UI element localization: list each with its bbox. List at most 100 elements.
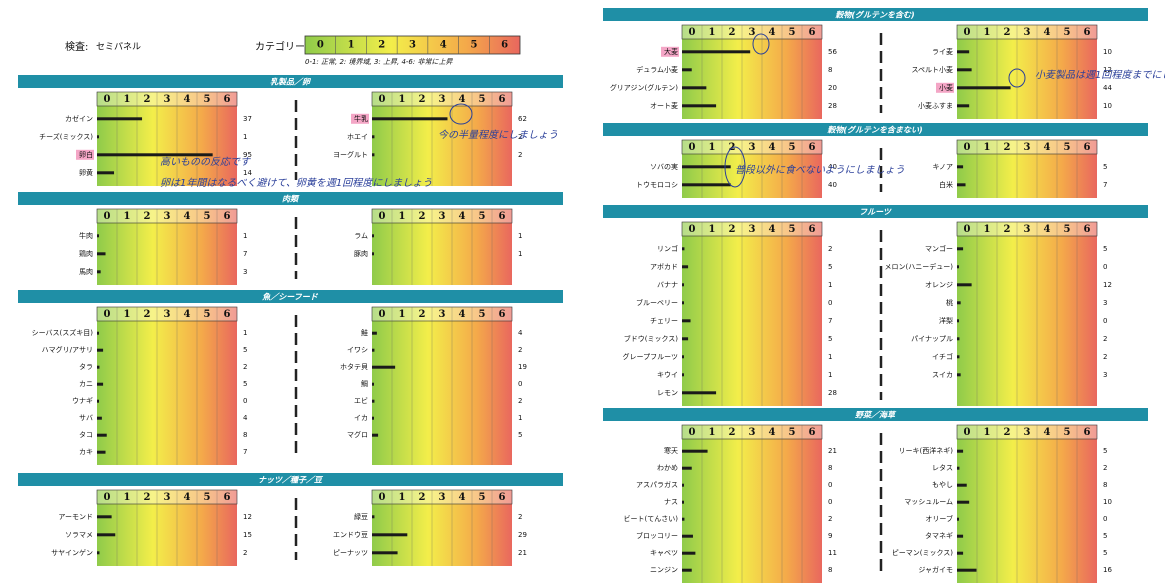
score-bar (372, 533, 408, 537)
food-name: キノア (932, 163, 953, 171)
food-value: 2 (243, 549, 247, 557)
food-value: 7 (243, 448, 247, 456)
handwritten-note: 今の半量程度にしましょう (438, 129, 558, 141)
scale-number: 5 (479, 211, 486, 222)
scale-row (956, 424, 1098, 440)
score-panel (957, 25, 1097, 119)
score-bar (97, 399, 99, 403)
scale-number: 3 (749, 224, 756, 235)
food-value: 4 (518, 329, 523, 337)
food-value: 2 (243, 363, 247, 371)
food-value: 28 (828, 102, 837, 110)
scale-number: 5 (1064, 427, 1071, 438)
scale-number: 2 (729, 27, 736, 38)
food-name: デュラム小麦 (636, 65, 678, 74)
score-bar (682, 355, 684, 359)
score-bar (372, 551, 398, 555)
scale-number: 1 (399, 211, 406, 222)
food-name: ナス (664, 498, 678, 506)
food-name: ソバの実 (650, 162, 678, 171)
food-name: もやし (932, 481, 953, 489)
scale-number: 0 (104, 94, 111, 105)
scale-number: 6 (809, 27, 816, 38)
food-name: 小麦ふすま (918, 101, 953, 110)
food-name: バナナ (657, 281, 678, 289)
section-header-bar (18, 192, 563, 205)
food-name: チーズ(ミックス) (39, 132, 93, 141)
scale-number: 2 (378, 40, 385, 51)
food-name: ハマグリ/アサリ (42, 345, 93, 354)
food-value: 12 (243, 513, 252, 521)
scale-number: 1 (709, 224, 716, 235)
section-title: 穀物(グルテンを含む) (835, 11, 914, 20)
food-name: ライ麦 (932, 47, 953, 56)
food-name: カニ (79, 380, 93, 388)
food-name: 牛乳 (354, 114, 368, 123)
score-bar (682, 551, 696, 555)
score-bar (957, 449, 964, 453)
scale-number: 5 (789, 27, 796, 38)
food-name: 鮭 (361, 328, 368, 337)
score-bar (372, 399, 375, 403)
score-bar (97, 331, 99, 335)
scale-number: 6 (224, 94, 231, 105)
food-name: アスパラガス (636, 480, 678, 489)
score-bar (97, 382, 104, 386)
food-name: イワシ (347, 346, 368, 354)
scale-number: 1 (399, 94, 406, 105)
food-name: アーモンド (58, 513, 93, 521)
food-name: カゼイン (65, 114, 93, 123)
food-name: わかめ (657, 464, 678, 472)
food-value: 1 (828, 353, 832, 361)
score-bar (682, 68, 692, 72)
scale-row (96, 306, 238, 322)
scale-number: 4 (184, 94, 191, 105)
scale-number: 0 (104, 309, 111, 320)
food-value: 3 (243, 268, 247, 276)
food-value: 5 (243, 380, 247, 388)
food-name: 寒天 (664, 446, 678, 455)
food-value: 44 (1103, 84, 1112, 92)
scale-number: 0 (379, 309, 386, 320)
scale-number: 5 (204, 211, 211, 222)
food-name: ヨーグルト (333, 150, 368, 159)
scale-row (681, 424, 823, 440)
food-name: チェリー (650, 317, 678, 325)
food-name: ニンジン (650, 566, 678, 574)
scale-number: 3 (749, 142, 756, 153)
scale-number: 6 (809, 224, 816, 235)
food-name: ピーナッツ (333, 549, 368, 557)
scale-number: 1 (399, 492, 406, 503)
scale-number: 0 (379, 492, 386, 503)
food-value: 0 (243, 397, 247, 405)
food-value: 0 (828, 498, 832, 506)
food-name: マッシュルーム (904, 498, 953, 506)
scale-number: 6 (1084, 224, 1091, 235)
food-name: ラム (354, 232, 368, 240)
scale-number: 1 (709, 27, 716, 38)
scale-number: 5 (1064, 224, 1071, 235)
food-name: 緑豆 (354, 512, 368, 521)
scale-number: 0 (379, 211, 386, 222)
food-name: ブロッコリー (636, 531, 678, 540)
scale-number: 6 (499, 211, 506, 222)
food-value: 5 (1103, 163, 1107, 171)
scale-number: 2 (1004, 224, 1011, 235)
handwritten-circle (724, 146, 746, 188)
food-name: タラ (79, 362, 93, 371)
food-name: スイカ (932, 371, 953, 379)
highlight (936, 82, 954, 93)
score-bar (957, 68, 972, 72)
food-name: 小麦 (939, 83, 953, 92)
food-value: 0 (1103, 515, 1107, 523)
score-bar (682, 86, 707, 90)
score-bar (372, 135, 375, 139)
handwritten-circle (752, 33, 770, 55)
scale-number: 1 (709, 142, 716, 153)
food-name: 卵黄 (79, 168, 93, 177)
score-bar (372, 382, 374, 386)
food-name: エビ (354, 396, 368, 405)
scale-number: 1 (984, 27, 991, 38)
section-header-bar (603, 8, 1148, 21)
scale-number: 6 (501, 40, 508, 51)
